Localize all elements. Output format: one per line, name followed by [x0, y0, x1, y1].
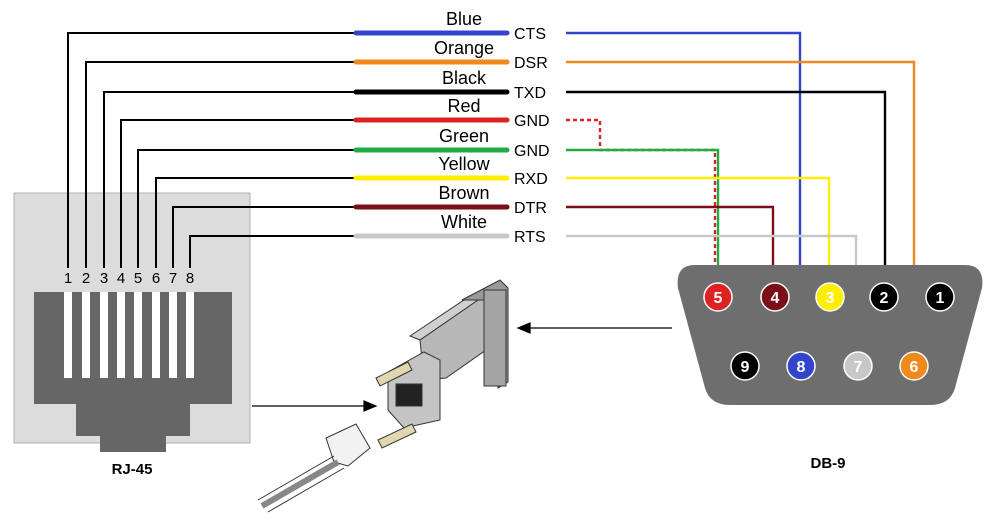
cable [260, 459, 340, 509]
signal-label-dtr-7: DTR [514, 200, 547, 217]
rj45-pin-label-6: 6 [152, 270, 160, 287]
rj45-contact-slot-7 [169, 292, 177, 378]
rj45-lead-1 [67, 32, 356, 268]
db9-pin-8 [786, 351, 816, 381]
rj45-contact-slot-5 [134, 292, 142, 378]
arrow-rj45-to-adapter-head [363, 400, 378, 412]
rj45-lead-3 [103, 91, 356, 268]
rj45-lead-4 [120, 119, 356, 268]
rj45-contact-slot-1 [64, 292, 72, 378]
rj45-lead-2 [85, 61, 356, 268]
wire-color-label-orange: Orange [434, 38, 494, 58]
route-txd-black [566, 90, 887, 285]
adapter-rj45-port [395, 383, 423, 407]
route-rxd-yellow [566, 176, 831, 285]
rj45-plug [325, 423, 371, 467]
screw-lower [377, 423, 417, 449]
signal-label-gnd-4: GND [514, 113, 550, 130]
db9-pin-9 [730, 351, 760, 381]
rj45-contact-slot-8 [186, 292, 194, 378]
db9-pin-label-6: 6 [910, 359, 919, 376]
adapter-illustration [257, 279, 509, 513]
db9-pin-1 [925, 282, 955, 312]
rj45-contact-slot-2 [82, 292, 90, 378]
signal-label-cts-1: CTS [514, 26, 546, 43]
db9-pin-2 [869, 282, 899, 312]
wire-color-label-brown: Brown [438, 183, 489, 203]
wire-color-label-red: Red [447, 96, 480, 116]
rj45-contact-slot-4 [117, 292, 125, 378]
wire-color-label-black: Black [442, 68, 487, 88]
screw-upper [375, 361, 413, 387]
rj45-pin-label-3: 3 [100, 270, 108, 287]
route-gnd-green [566, 148, 720, 285]
rj45-label: RJ-45 [112, 461, 153, 478]
rj45-lead-7 [172, 206, 356, 268]
route-dtr-brown [566, 205, 775, 285]
rj45-pin-label-2: 2 [82, 270, 90, 287]
signal-label-gnd-5: GND [514, 143, 550, 160]
db9-pin-3 [815, 282, 845, 312]
rj45-lead-6 [155, 177, 356, 268]
rj45-lead-8 [189, 235, 356, 268]
rj45-jack [13, 192, 251, 452]
rj45-lead-5 [137, 149, 356, 268]
signal-label-dsr-2: DSR [514, 55, 548, 72]
wire-color-label-white: White [441, 212, 487, 232]
rj45-contact-slot-6 [152, 292, 160, 378]
rj45-contact-slots [64, 292, 194, 378]
wire-group: 1 Blue CTS 2 Orange DSR 3 Black TXD 4 Red GND 5 Green… [64, 9, 916, 354]
wire-color-label-green: Green [439, 126, 489, 146]
db9-pin-label-2: 2 [880, 290, 889, 307]
rj45-pin-label-7: 7 [169, 270, 177, 287]
rj45-pin-label-8: 8 [186, 270, 194, 287]
route-cts-blue [566, 31, 802, 354]
wire-color-label-yellow: Yellow [438, 154, 490, 174]
signal-label-txd-3: TXD [514, 85, 546, 102]
db9-pin-label-3: 3 [826, 290, 835, 307]
rj45-pin-label-5: 5 [134, 270, 142, 287]
db9-pin-label-4: 4 [771, 290, 780, 307]
db9-pin-label-8: 8 [797, 359, 806, 376]
db9-pin-group: 1 2 3 4 5 6 7 8 9 [703, 282, 955, 381]
wire-color-label-blue: Blue [446, 9, 482, 29]
rj45-pin-label-1: 1 [64, 270, 72, 287]
db9-pin-6 [899, 351, 929, 381]
cable-outline [257, 455, 345, 513]
signal-label-rts-8: RTS [514, 229, 546, 246]
db9-pin-label-7: 7 [854, 359, 863, 376]
db9-pin-5 [703, 282, 733, 312]
db9-pin-label-9: 9 [741, 359, 750, 376]
arrow-db9-to-adapter-head [516, 322, 531, 334]
route-gnd-red [566, 118, 717, 285]
db9-pin-label-1: 1 [936, 290, 945, 307]
db9-pin-4 [760, 282, 790, 312]
route-dsr-orange [566, 60, 916, 354]
db9-pin-label-5: 5 [714, 290, 723, 307]
signal-label-rxd-6: RXD [514, 171, 548, 188]
db9-label: DB-9 [810, 455, 845, 472]
db9-pin-7 [843, 351, 873, 381]
adapter-flange-face [483, 289, 507, 387]
rj45-contact-slot-3 [100, 292, 108, 378]
rj45-pin-label-4: 4 [117, 270, 125, 287]
arrows [252, 322, 672, 412]
